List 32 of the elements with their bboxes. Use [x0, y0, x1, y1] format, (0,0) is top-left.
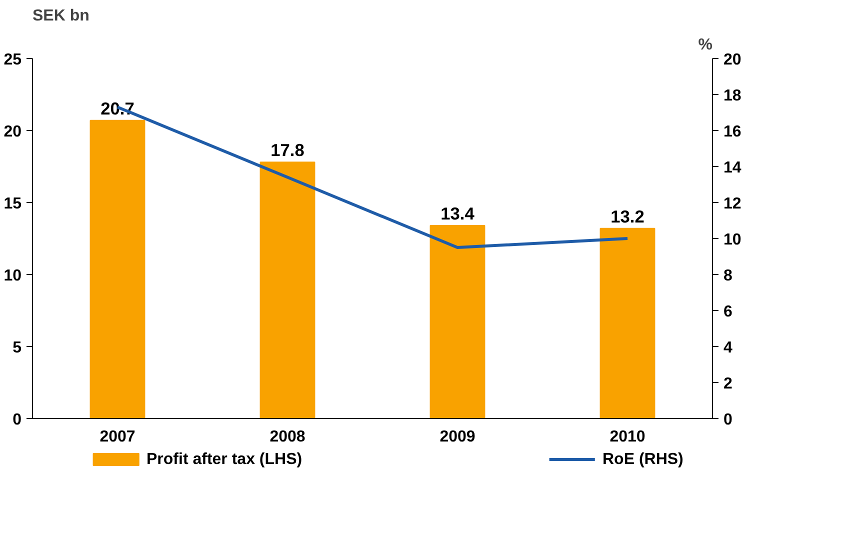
- y2-tick-label: 6: [724, 304, 732, 320]
- y2-tick-label: 4: [724, 340, 732, 356]
- y-tick-label: 20: [4, 124, 22, 140]
- y-axis-title: SEK bn: [32, 8, 90, 24]
- y2-tick-label: 16: [724, 124, 742, 140]
- y-tick-label: 10: [4, 268, 22, 284]
- x-tick-label: 2007: [100, 428, 136, 446]
- legend-label: RoE (RHS): [602, 451, 684, 468]
- y-tick-label: 15: [4, 196, 22, 212]
- y2-tick-label: 8: [724, 268, 732, 284]
- bar: [430, 225, 486, 418]
- bar: [90, 120, 146, 418]
- y2-tick-label: 20: [724, 52, 742, 68]
- data-label: 13.4: [440, 204, 475, 224]
- y-tick-label: 0: [12, 412, 22, 428]
- x-tick-label: 2008: [270, 428, 306, 446]
- y2-tick-label: 14: [724, 160, 742, 176]
- y-tick-label: 25: [4, 52, 22, 68]
- data-label: 13.2: [610, 206, 644, 226]
- bar: [260, 162, 316, 418]
- data-label: 17.8: [270, 140, 305, 160]
- y2-tick-label: 10: [724, 232, 742, 248]
- y2-tick-label: 2: [724, 376, 732, 392]
- y2-tick-label: 0: [724, 412, 732, 428]
- y2-tick-label: 12: [724, 196, 742, 212]
- y2-axis-title: %: [698, 36, 713, 54]
- x-tick-label: 2010: [610, 428, 646, 446]
- bar: [600, 228, 656, 418]
- y2-tick-label: 18: [724, 88, 742, 104]
- x-tick-label: 2009: [440, 428, 476, 446]
- legend-label: Profit after tax (LHS): [146, 451, 302, 468]
- y-tick-label: 5: [12, 340, 22, 356]
